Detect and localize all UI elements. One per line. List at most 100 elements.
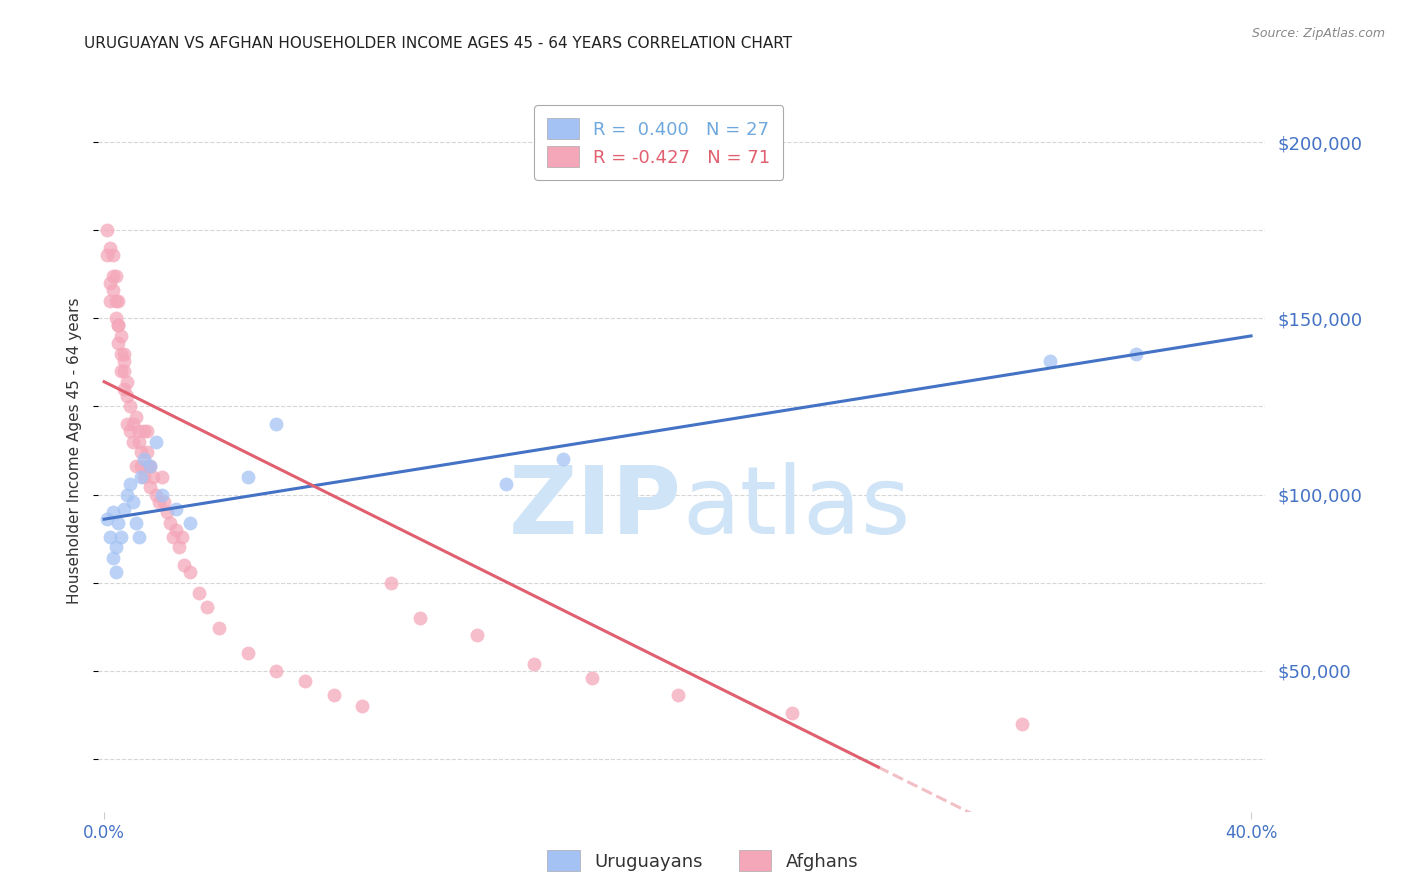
Point <box>101 248 124 262</box>
Point <box>380 575 402 590</box>
Point <box>236 646 259 660</box>
Point <box>104 541 127 555</box>
Point <box>104 293 127 308</box>
Point <box>131 459 153 474</box>
Point <box>101 283 124 297</box>
Point <box>104 311 127 326</box>
Point <box>112 382 135 396</box>
Point <box>98 293 121 308</box>
Point <box>322 689 344 703</box>
Point <box>165 501 187 516</box>
Point <box>125 409 148 424</box>
Point <box>208 622 231 636</box>
Point <box>98 530 121 544</box>
Point <box>121 494 143 508</box>
Point <box>112 346 135 360</box>
Point <box>134 424 156 438</box>
Point <box>165 523 187 537</box>
Point <box>107 318 129 333</box>
Point <box>110 364 132 378</box>
Point <box>139 459 162 474</box>
Point <box>134 470 156 484</box>
Point <box>136 424 159 438</box>
Point <box>125 516 148 530</box>
Point <box>294 674 316 689</box>
Point <box>121 434 143 449</box>
Point <box>142 470 165 484</box>
Point <box>98 276 121 290</box>
Point <box>264 664 287 678</box>
Point <box>128 530 150 544</box>
Point <box>156 505 179 519</box>
Point <box>115 417 138 431</box>
Point <box>150 470 173 484</box>
Point <box>110 530 132 544</box>
Point <box>136 445 159 459</box>
Point <box>107 293 129 308</box>
Point <box>134 452 156 467</box>
Point <box>170 530 193 544</box>
Point <box>195 600 218 615</box>
Point <box>179 565 201 579</box>
Point <box>121 417 143 431</box>
Point <box>1039 353 1062 368</box>
Point <box>104 268 127 283</box>
Point <box>523 657 546 671</box>
Point <box>101 268 124 283</box>
Point <box>153 494 176 508</box>
Point <box>264 417 287 431</box>
Point <box>162 530 184 544</box>
Point <box>104 565 127 579</box>
Point <box>1011 716 1033 731</box>
Point <box>145 434 167 449</box>
Point <box>159 516 181 530</box>
Point <box>136 459 159 474</box>
Point <box>96 223 118 237</box>
Point <box>666 689 689 703</box>
Point <box>101 551 124 566</box>
Point <box>495 477 517 491</box>
Point <box>139 459 162 474</box>
Point <box>112 501 135 516</box>
Point <box>115 487 138 501</box>
Legend: R =  0.400   N = 27, R = -0.427   N = 71: R = 0.400 N = 27, R = -0.427 N = 71 <box>534 105 783 179</box>
Point <box>107 318 129 333</box>
Point <box>131 445 153 459</box>
Point <box>98 241 121 255</box>
Point <box>236 470 259 484</box>
Point <box>139 480 162 494</box>
Point <box>1125 346 1147 360</box>
Point <box>150 487 173 501</box>
Point <box>115 389 138 403</box>
Point <box>173 558 195 572</box>
Point <box>101 505 124 519</box>
Point <box>118 424 141 438</box>
Text: Source: ZipAtlas.com: Source: ZipAtlas.com <box>1251 27 1385 40</box>
Point <box>107 335 129 350</box>
Text: atlas: atlas <box>682 462 910 554</box>
Point <box>179 516 201 530</box>
Point <box>581 671 603 685</box>
Legend: Uruguayans, Afghans: Uruguayans, Afghans <box>540 843 866 879</box>
Point <box>115 375 138 389</box>
Point <box>112 364 135 378</box>
Point <box>96 512 118 526</box>
Point <box>187 586 209 600</box>
Y-axis label: Householder Income Ages 45 - 64 years: Householder Income Ages 45 - 64 years <box>67 297 83 604</box>
Point <box>128 424 150 438</box>
Text: URUGUAYAN VS AFGHAN HOUSEHOLDER INCOME AGES 45 - 64 YEARS CORRELATION CHART: URUGUAYAN VS AFGHAN HOUSEHOLDER INCOME A… <box>84 36 793 51</box>
Point <box>352 698 374 713</box>
Point <box>118 477 141 491</box>
Text: ZIP: ZIP <box>509 462 682 554</box>
Point <box>107 516 129 530</box>
Point <box>145 487 167 501</box>
Point <box>408 611 430 625</box>
Point <box>112 353 135 368</box>
Point <box>110 346 132 360</box>
Point <box>551 452 574 467</box>
Point <box>131 470 153 484</box>
Point <box>465 628 488 642</box>
Point <box>782 706 804 720</box>
Point <box>96 248 118 262</box>
Point <box>167 541 190 555</box>
